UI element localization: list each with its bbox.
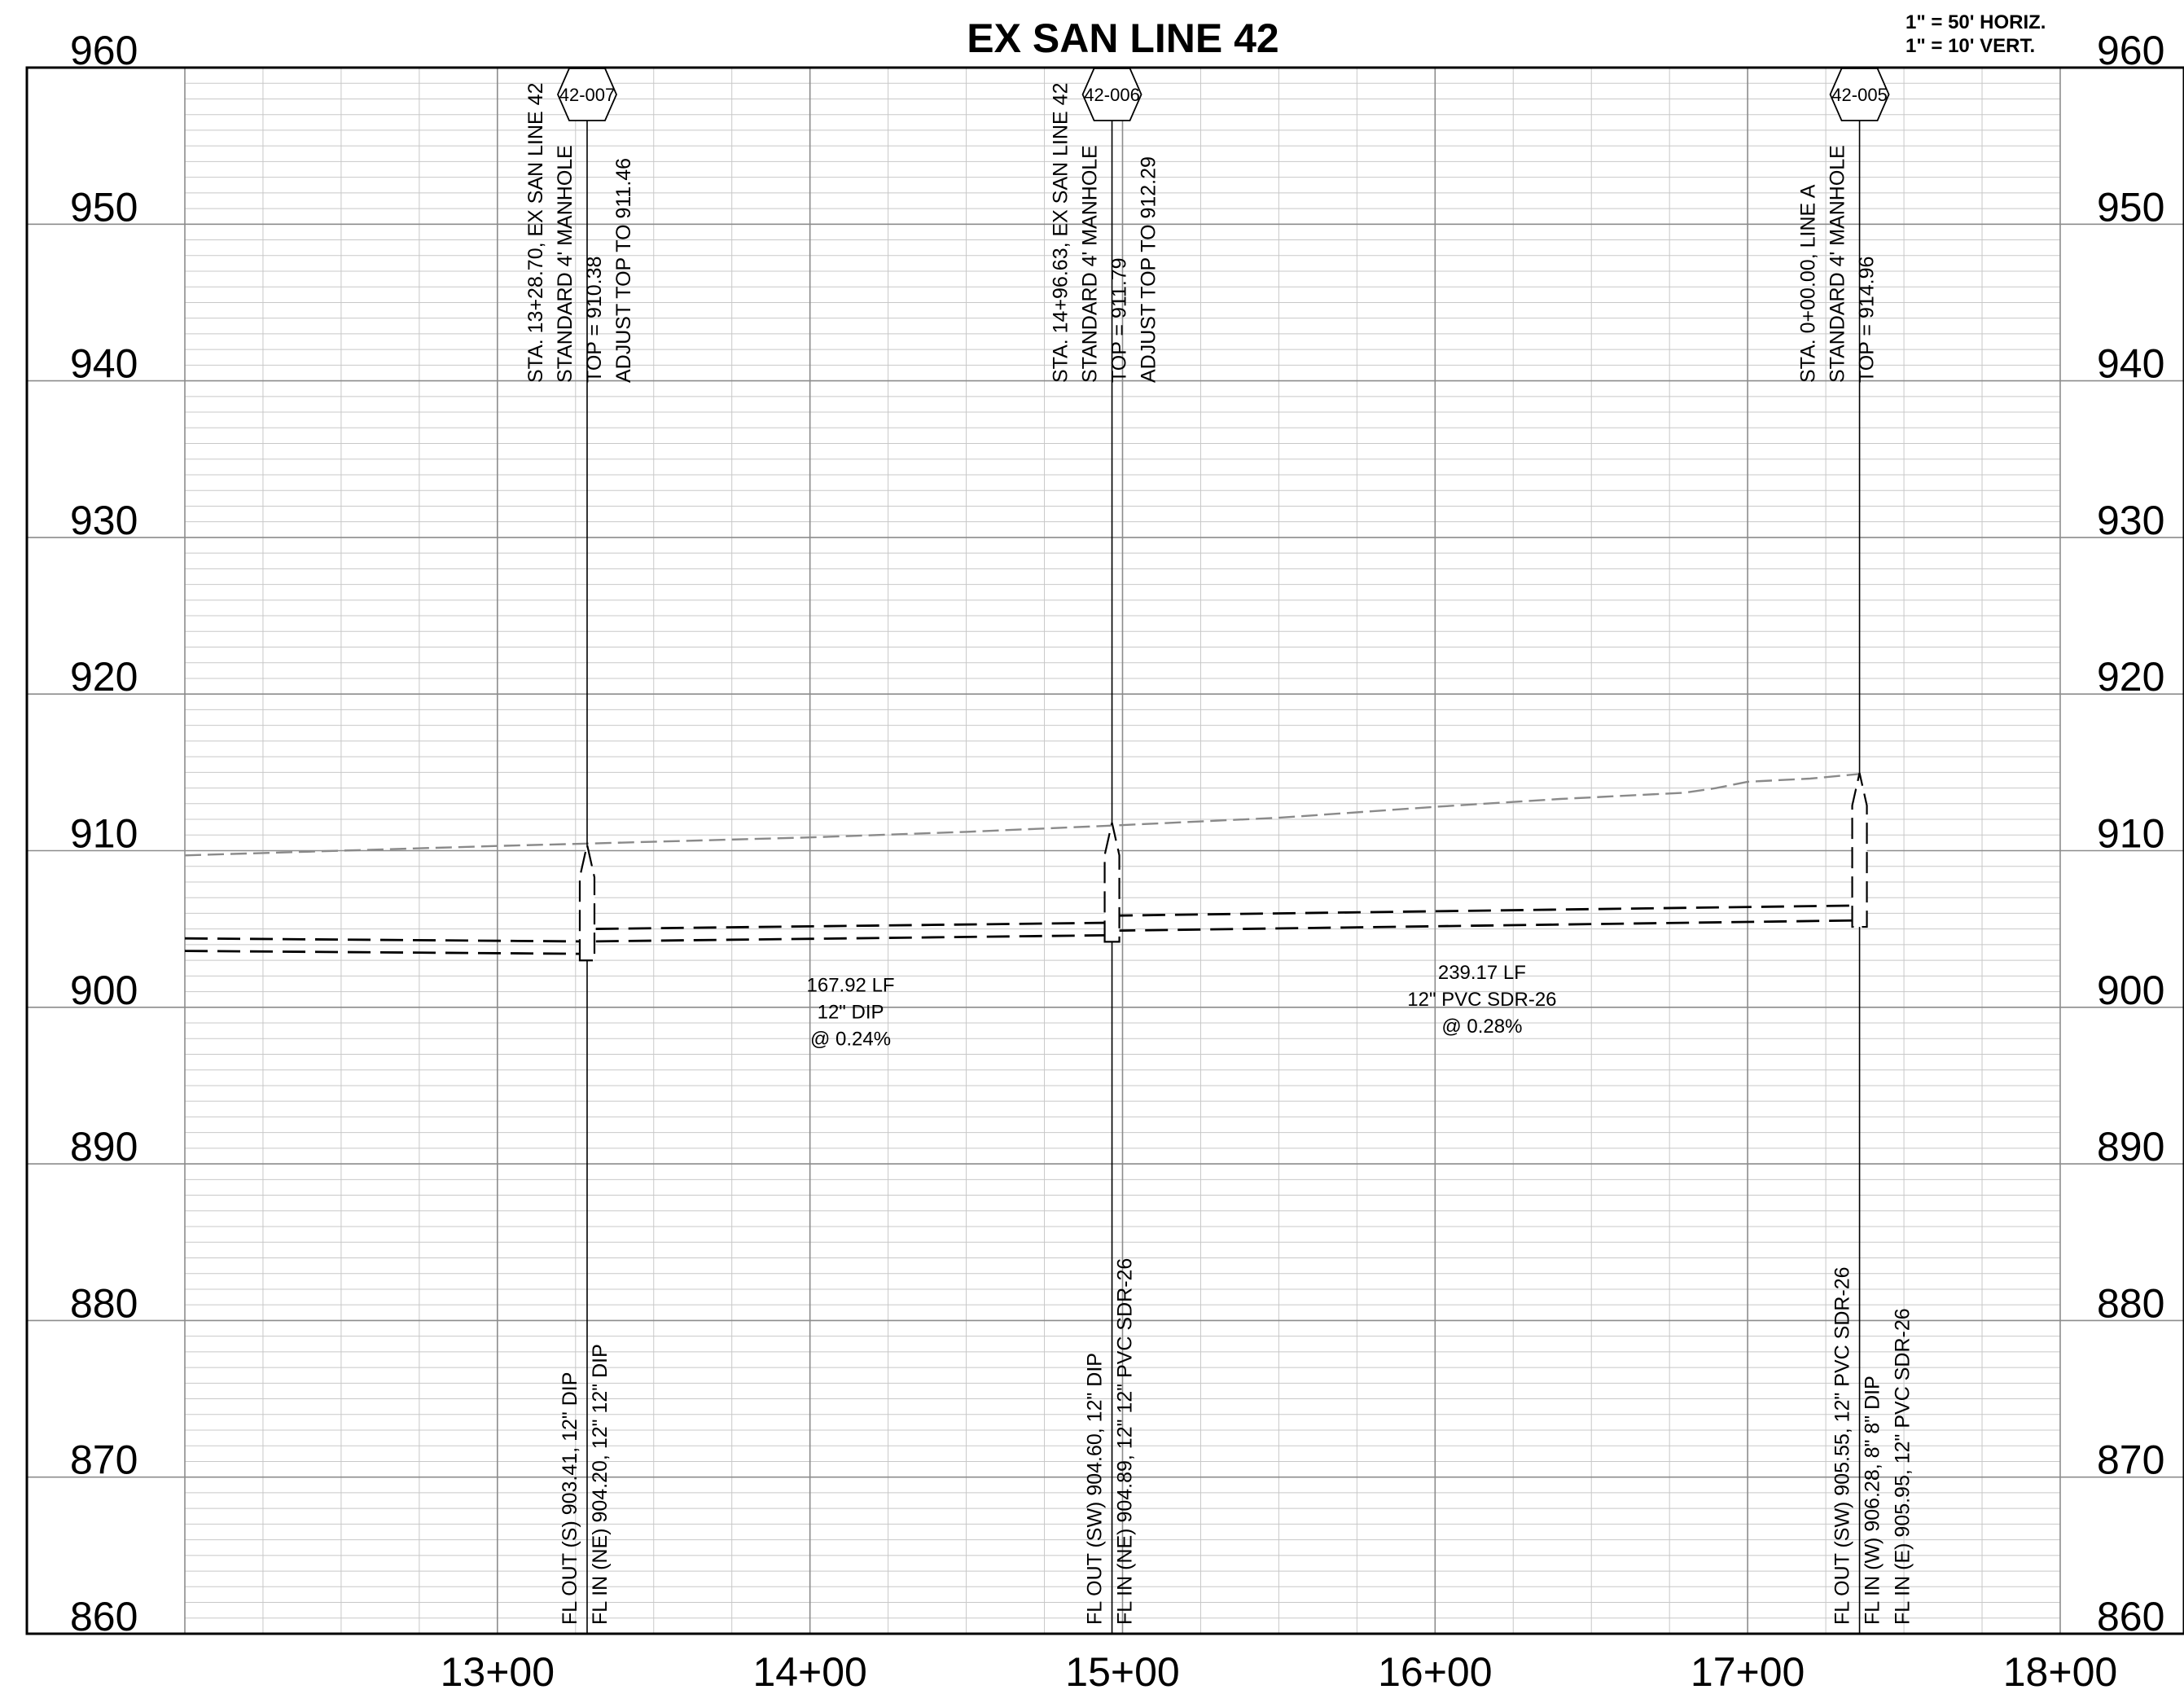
elevation-label-left: 930 — [70, 498, 138, 543]
manhole-top-note: STA. 13+28.70, EX SAN LINE 42 — [524, 82, 547, 383]
station-axis-labels: 13+00 14+00 15+00 16+00 17+00 18+00 — [441, 1649, 2118, 1694]
manhole-top-note: ADJUST TOP TO 912.29 — [1138, 156, 1160, 383]
manhole-body — [578, 844, 596, 962]
manhole-bottom-note: FL OUT (SW) 905.55, 12" PVC SDR-26 — [1831, 1266, 1854, 1625]
pipe-labels: 167.92 LF 12" DIP @ 0.24% 239.17 LF 12" PVC … — [807, 962, 1557, 1050]
vertical-scale: 1" = 10' VERT. — [1906, 35, 2035, 57]
elevation-label-left: 890 — [70, 1124, 138, 1170]
elevation-axis-labels: 960 960 950 950 940 940 930 930 920 920 910 910 900 9… — [70, 28, 2164, 1639]
manholes: 42-007 STA. 13+28.70, EX SAN LINE 42 STAND… — [524, 68, 1914, 1634]
elevation-label-right: 910 — [2097, 811, 2164, 857]
station-label: 13+00 — [441, 1649, 555, 1694]
manhole-tag-label: 42-007 — [559, 85, 616, 105]
drawing-title: EX SAN LINE 42 — [967, 15, 1278, 61]
elevation-label-left: 940 — [70, 341, 138, 387]
manhole-body — [1851, 772, 1868, 928]
manhole-top-note: STANDARD 4' MANHOLE — [554, 145, 577, 383]
manhole-bottom-note: FL OUT (SW) 904.60, 12" DIP — [1084, 1353, 1107, 1625]
elevation-label-left: 950 — [70, 184, 138, 230]
pipe-label-line: @ 0.28% — [1441, 1016, 1522, 1038]
station-label: 14+00 — [752, 1649, 866, 1694]
elevation-label-right: 940 — [2097, 341, 2164, 387]
pipe-label-line: 12" PVC SDR-26 — [1407, 989, 1556, 1011]
horizontal-scale: 1" = 50' HORIZ. — [1906, 11, 2046, 33]
elevation-label-left: 870 — [70, 1437, 138, 1483]
station-label: 15+00 — [1065, 1649, 1179, 1694]
manhole-bottom-note: FL IN (W) 906.28, 8" 8" DIP — [1862, 1376, 1884, 1625]
station-label: 16+00 — [1378, 1649, 1492, 1694]
pipe-line — [184, 919, 1860, 955]
pipe-line — [184, 904, 1860, 943]
manhole-top-note: TOP = 914.96 — [1856, 257, 1879, 383]
elevation-label-left: 880 — [70, 1280, 138, 1326]
pipe-label-line: 12" DIP — [818, 1002, 884, 1024]
manhole-top-note: TOP = 910.38 — [583, 257, 606, 383]
elevation-label-right: 950 — [2097, 184, 2164, 230]
manhole-tag-label: 42-006 — [1084, 85, 1140, 105]
pipe-label-line: @ 0.24% — [810, 1029, 891, 1051]
elevation-label-right: 860 — [2097, 1594, 2164, 1639]
manhole-body — [1103, 822, 1121, 943]
elevation-label-left: 910 — [70, 811, 138, 857]
manhole-tag-label: 42-005 — [1831, 85, 1888, 105]
elevation-label-right: 890 — [2097, 1124, 2164, 1170]
elevation-label-left: 960 — [70, 28, 138, 73]
major-grid — [27, 68, 2184, 1634]
manhole-bottom-note: FL IN (E) 905.95, 12" PVC SDR-26 — [1892, 1308, 1914, 1625]
manhole-bottom-note: FL IN (NE) 904.20, 12" 12" DIP — [589, 1344, 612, 1625]
elevation-label-left: 900 — [70, 968, 138, 1013]
manhole-top-note: TOP = 911.79 — [1108, 257, 1131, 383]
elevation-label-right: 870 — [2097, 1437, 2164, 1483]
elevation-label-right: 960 — [2097, 28, 2164, 73]
pipe-label-line: 167.92 LF — [807, 975, 895, 997]
elevation-label-left: 860 — [70, 1594, 138, 1639]
plot-frame — [25, 66, 2184, 1635]
station-label: 17+00 — [1691, 1649, 1805, 1694]
elevation-label-right: 900 — [2097, 968, 2164, 1013]
station-label: 18+00 — [2003, 1649, 2117, 1694]
manhole-bottom-note: FL OUT (S) 903.41, 12" DIP — [559, 1372, 581, 1625]
manhole-top-note: STANDARD 4' MANHOLE — [1079, 145, 1102, 383]
elevation-label-left: 920 — [70, 654, 138, 700]
elevation-label-right: 930 — [2097, 498, 2164, 543]
elevation-label-right: 920 — [2097, 654, 2164, 700]
profile-lines — [184, 773, 1860, 955]
manhole-top-note: STA. 0+00.00, LINE A — [1797, 184, 1820, 383]
manhole-bottom-note: FL IN (NE) 904.89, 12" 12" PVC SDR-26 — [1114, 1258, 1137, 1625]
elevation-label-right: 880 — [2097, 1280, 2164, 1326]
manhole-top-note: STANDARD 4' MANHOLE — [1827, 145, 1849, 383]
manhole-top-note: ADJUST TOP TO 911.46 — [612, 158, 635, 383]
pipe-label-line: 239.17 LF — [1438, 962, 1526, 984]
existing-ground-line — [184, 773, 1860, 857]
manhole-top-note: STA. 14+96.63, EX SAN LINE 42 — [1050, 83, 1072, 384]
